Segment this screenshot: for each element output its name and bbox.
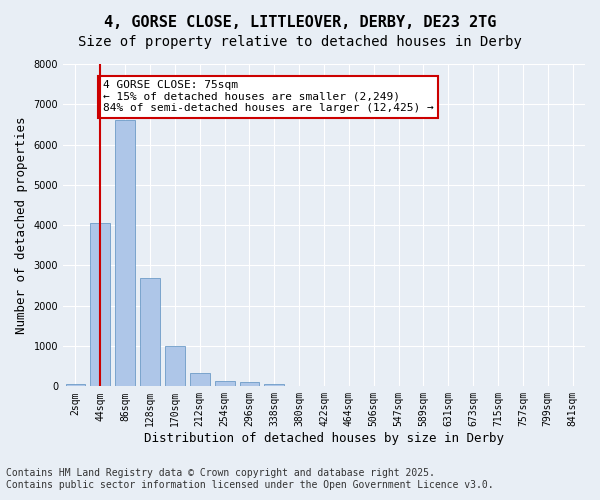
- Bar: [91, 223, 110, 386]
- Bar: [140, 278, 160, 386]
- Bar: [165, 346, 185, 387]
- X-axis label: Distribution of detached houses by size in Derby: Distribution of detached houses by size …: [144, 432, 504, 445]
- Bar: [115, 120, 135, 386]
- Bar: [215, 381, 235, 386]
- Text: Contains HM Land Registry data © Crown copyright and database right 2025.
Contai: Contains HM Land Registry data © Crown c…: [6, 468, 494, 490]
- Bar: [65, 384, 85, 386]
- Bar: [190, 372, 209, 386]
- Y-axis label: Number of detached properties: Number of detached properties: [15, 116, 28, 334]
- Text: 4, GORSE CLOSE, LITTLEOVER, DERBY, DE23 2TG: 4, GORSE CLOSE, LITTLEOVER, DERBY, DE23 …: [104, 15, 496, 30]
- Bar: [265, 384, 284, 386]
- Text: 4 GORSE CLOSE: 75sqm
← 15% of detached houses are smaller (2,249)
84% of semi-de: 4 GORSE CLOSE: 75sqm ← 15% of detached h…: [103, 80, 434, 114]
- Text: Size of property relative to detached houses in Derby: Size of property relative to detached ho…: [78, 35, 522, 49]
- Bar: [239, 382, 259, 386]
